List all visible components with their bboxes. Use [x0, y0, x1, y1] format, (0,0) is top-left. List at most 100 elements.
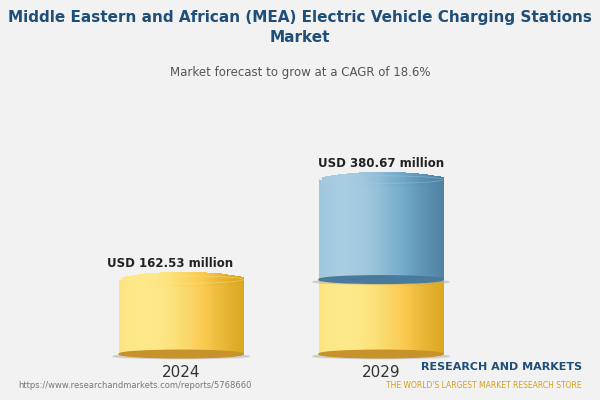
Bar [203, 272, 206, 287]
Bar [325, 180, 328, 280]
Bar [389, 280, 392, 354]
Bar [200, 272, 203, 287]
Bar [368, 272, 372, 287]
Bar [395, 180, 398, 280]
Bar [371, 180, 373, 280]
Bar [121, 280, 124, 354]
Bar [328, 276, 332, 284]
Bar [352, 180, 355, 280]
Bar [410, 180, 413, 280]
Bar [338, 180, 340, 280]
Bar [375, 272, 379, 287]
Bar [173, 280, 176, 354]
Bar [394, 180, 396, 280]
Bar [362, 172, 366, 187]
Bar [341, 180, 344, 280]
Bar [183, 280, 186, 354]
Bar [215, 273, 219, 286]
Bar [344, 180, 346, 280]
Bar [340, 280, 342, 354]
Bar [427, 180, 429, 280]
Bar [371, 280, 373, 354]
Bar [368, 180, 371, 280]
Bar [148, 280, 151, 354]
Bar [360, 180, 363, 280]
Bar [428, 174, 431, 185]
Bar [127, 280, 130, 354]
Bar [140, 280, 142, 354]
Bar [184, 272, 188, 287]
Bar [134, 280, 136, 354]
Ellipse shape [319, 350, 443, 358]
Bar [350, 280, 353, 354]
Text: USD 380.67 million: USD 380.67 million [318, 157, 444, 170]
Bar [334, 280, 336, 354]
Bar [181, 272, 185, 287]
Bar [331, 180, 334, 280]
Bar [350, 273, 353, 286]
Bar [346, 280, 349, 354]
Bar [387, 280, 390, 354]
Bar [125, 276, 129, 283]
Bar [418, 274, 422, 286]
Bar [227, 280, 229, 354]
Bar [414, 180, 417, 280]
Bar [209, 273, 213, 286]
Bar [415, 173, 419, 186]
Bar [412, 180, 415, 280]
Bar [400, 180, 402, 280]
Bar [325, 276, 329, 283]
Bar [128, 276, 132, 284]
Bar [424, 274, 428, 285]
Text: THE WORLD'S LARGEST MARKET RESEARCH STORE: THE WORLD'S LARGEST MARKET RESEARCH STOR… [386, 381, 582, 390]
Bar [439, 280, 442, 354]
Bar [218, 280, 221, 354]
Bar [130, 280, 132, 354]
Bar [136, 280, 138, 354]
Bar [394, 172, 397, 187]
Bar [377, 180, 379, 280]
Bar [347, 273, 350, 286]
Bar [416, 280, 419, 354]
Bar [402, 280, 404, 354]
Bar [237, 276, 241, 283]
Bar [377, 280, 379, 354]
Ellipse shape [119, 350, 244, 358]
Bar [217, 280, 219, 354]
Bar [352, 280, 355, 354]
Bar [356, 280, 359, 354]
Bar [418, 180, 421, 280]
Bar [365, 172, 369, 187]
Bar [231, 280, 233, 354]
Bar [221, 274, 225, 285]
Bar [166, 272, 169, 287]
Bar [210, 280, 213, 354]
Bar [409, 173, 413, 186]
Bar [141, 274, 145, 285]
Bar [378, 172, 382, 187]
Bar [414, 280, 417, 354]
Bar [397, 272, 400, 287]
Bar [322, 277, 326, 282]
Bar [354, 280, 357, 354]
Bar [329, 180, 332, 280]
Bar [325, 280, 328, 354]
Bar [144, 280, 146, 354]
Bar [194, 280, 196, 354]
Bar [138, 274, 142, 285]
Bar [379, 180, 382, 280]
Bar [234, 276, 238, 284]
Bar [441, 280, 443, 354]
Bar [362, 180, 365, 280]
Bar [358, 180, 361, 280]
Bar [365, 272, 369, 287]
Bar [134, 274, 138, 285]
Bar [381, 272, 385, 287]
Bar [400, 172, 403, 187]
Bar [421, 274, 425, 285]
Bar [394, 272, 397, 287]
Bar [353, 273, 357, 286]
Bar [368, 280, 371, 354]
Bar [356, 180, 359, 280]
Bar [341, 174, 344, 186]
